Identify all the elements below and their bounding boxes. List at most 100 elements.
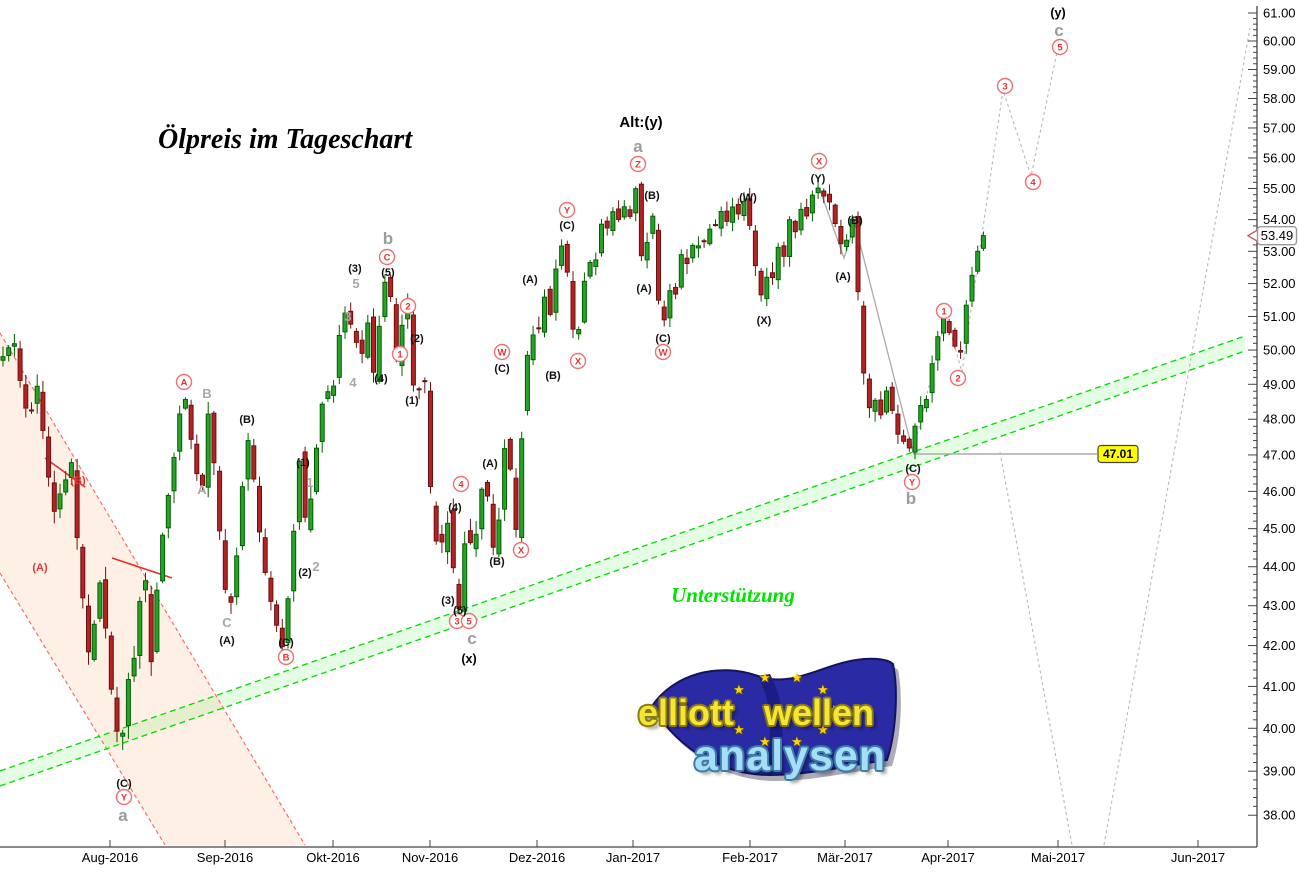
candle-body xyxy=(599,223,604,254)
long-term-line-up xyxy=(1103,27,1251,846)
candle-body xyxy=(872,399,878,412)
candle-body xyxy=(365,322,371,358)
candle-body xyxy=(376,325,382,382)
candle-body xyxy=(901,435,907,442)
wave-label: (C) xyxy=(655,333,671,345)
wave-projection-path xyxy=(912,51,1058,453)
candle-body xyxy=(616,208,622,220)
candle-body xyxy=(291,530,297,592)
support-price-tag-value: 47.01 xyxy=(1103,447,1133,461)
candle-body xyxy=(268,577,274,602)
candle-body xyxy=(975,250,981,272)
eu-star-icon: ★ xyxy=(733,722,745,737)
wave-label: 3 xyxy=(454,617,459,628)
wave-label: (3) xyxy=(441,595,455,607)
candle-body xyxy=(707,228,713,245)
wave-label: c xyxy=(467,629,476,648)
wave-label: (2) xyxy=(410,333,424,345)
price-axis-label: 43.00 xyxy=(1263,598,1296,613)
candle-body xyxy=(143,580,148,591)
wave-label-circle xyxy=(810,152,828,170)
candle-body xyxy=(51,482,57,512)
candle-body xyxy=(832,204,838,225)
wave-label: (B) xyxy=(847,215,863,227)
wave-label: 4 xyxy=(1030,178,1036,189)
candle-body xyxy=(467,530,473,544)
candle-body xyxy=(0,356,6,361)
eu-star-icon: ★ xyxy=(828,702,840,717)
candle-body xyxy=(952,329,958,347)
wave-label-circle xyxy=(175,373,193,391)
candle-body xyxy=(445,522,451,553)
candle-body xyxy=(353,330,359,343)
support-zone-label: Unterstützung xyxy=(671,583,795,607)
candle-body xyxy=(559,245,565,266)
candlesticks xyxy=(0,181,986,750)
candle-body xyxy=(68,462,74,478)
candle-body xyxy=(211,412,217,464)
candle-body xyxy=(775,246,781,281)
candle-body xyxy=(103,579,109,629)
candle-body xyxy=(638,183,644,257)
wave-label: (B) xyxy=(644,190,660,202)
eu-flag-graphic xyxy=(650,657,901,781)
candle-body xyxy=(6,347,12,357)
support-band-fill xyxy=(0,336,1245,786)
candle-body xyxy=(120,732,126,737)
candle-body xyxy=(667,290,673,319)
candle-body xyxy=(450,509,456,569)
eu-star-icon: ★ xyxy=(759,734,771,749)
candle-body xyxy=(752,230,758,267)
wave-label-circle xyxy=(391,345,409,363)
candle-body xyxy=(536,327,542,330)
date-axis-label: Aug-2016 xyxy=(82,850,138,865)
candle-body xyxy=(371,316,376,373)
candle-body xyxy=(485,481,490,497)
candle-body xyxy=(849,218,855,238)
wave-label-circle xyxy=(629,155,647,173)
price-axis-label: 39.00 xyxy=(1263,764,1296,779)
candle-body xyxy=(262,537,268,573)
candle-body xyxy=(713,224,718,227)
wave-label: (2) xyxy=(298,567,312,579)
candle-body xyxy=(530,334,536,361)
candle-body xyxy=(137,600,143,656)
candle-body xyxy=(91,623,97,660)
current-price-pointer-icon xyxy=(1246,228,1259,243)
wave-label: W xyxy=(659,348,668,359)
wave-label-circle xyxy=(493,343,511,361)
candle-body xyxy=(678,254,684,288)
candle-body xyxy=(63,479,69,493)
wave-label: B xyxy=(283,653,290,664)
candle-body xyxy=(200,474,205,486)
wave-label: A xyxy=(181,378,188,389)
wave-label: (B) xyxy=(489,556,505,568)
candle-body xyxy=(935,336,941,361)
wave-label-circle xyxy=(378,248,396,266)
candle-body xyxy=(285,598,291,644)
candle-body xyxy=(296,461,302,523)
candle-body xyxy=(86,605,91,653)
candle-body xyxy=(279,627,285,648)
wave-label: (C) xyxy=(559,220,575,232)
candle-body xyxy=(228,596,234,603)
wave-label: 2 xyxy=(955,374,960,385)
candle-body xyxy=(125,679,131,727)
date-axis-label: Mär-2017 xyxy=(817,850,873,865)
candle-body xyxy=(479,488,485,530)
wave-label-circle xyxy=(460,612,478,630)
candle-body xyxy=(741,200,747,217)
candle-body xyxy=(496,519,502,555)
candle-body xyxy=(428,390,433,487)
candle-body xyxy=(308,498,314,531)
logo-word-analysen: analysen xyxy=(694,732,887,780)
candle-body xyxy=(701,240,707,243)
wave-label: Y xyxy=(121,793,128,804)
decline-zigzag-line xyxy=(819,189,914,453)
candle-body xyxy=(34,385,40,404)
price-axis-label: 60.00 xyxy=(1263,34,1296,49)
candle-body xyxy=(656,229,661,301)
current-price-tag-value: 53.49 xyxy=(1261,228,1294,243)
candle-body xyxy=(399,324,405,367)
wave-label-circle xyxy=(654,343,672,361)
